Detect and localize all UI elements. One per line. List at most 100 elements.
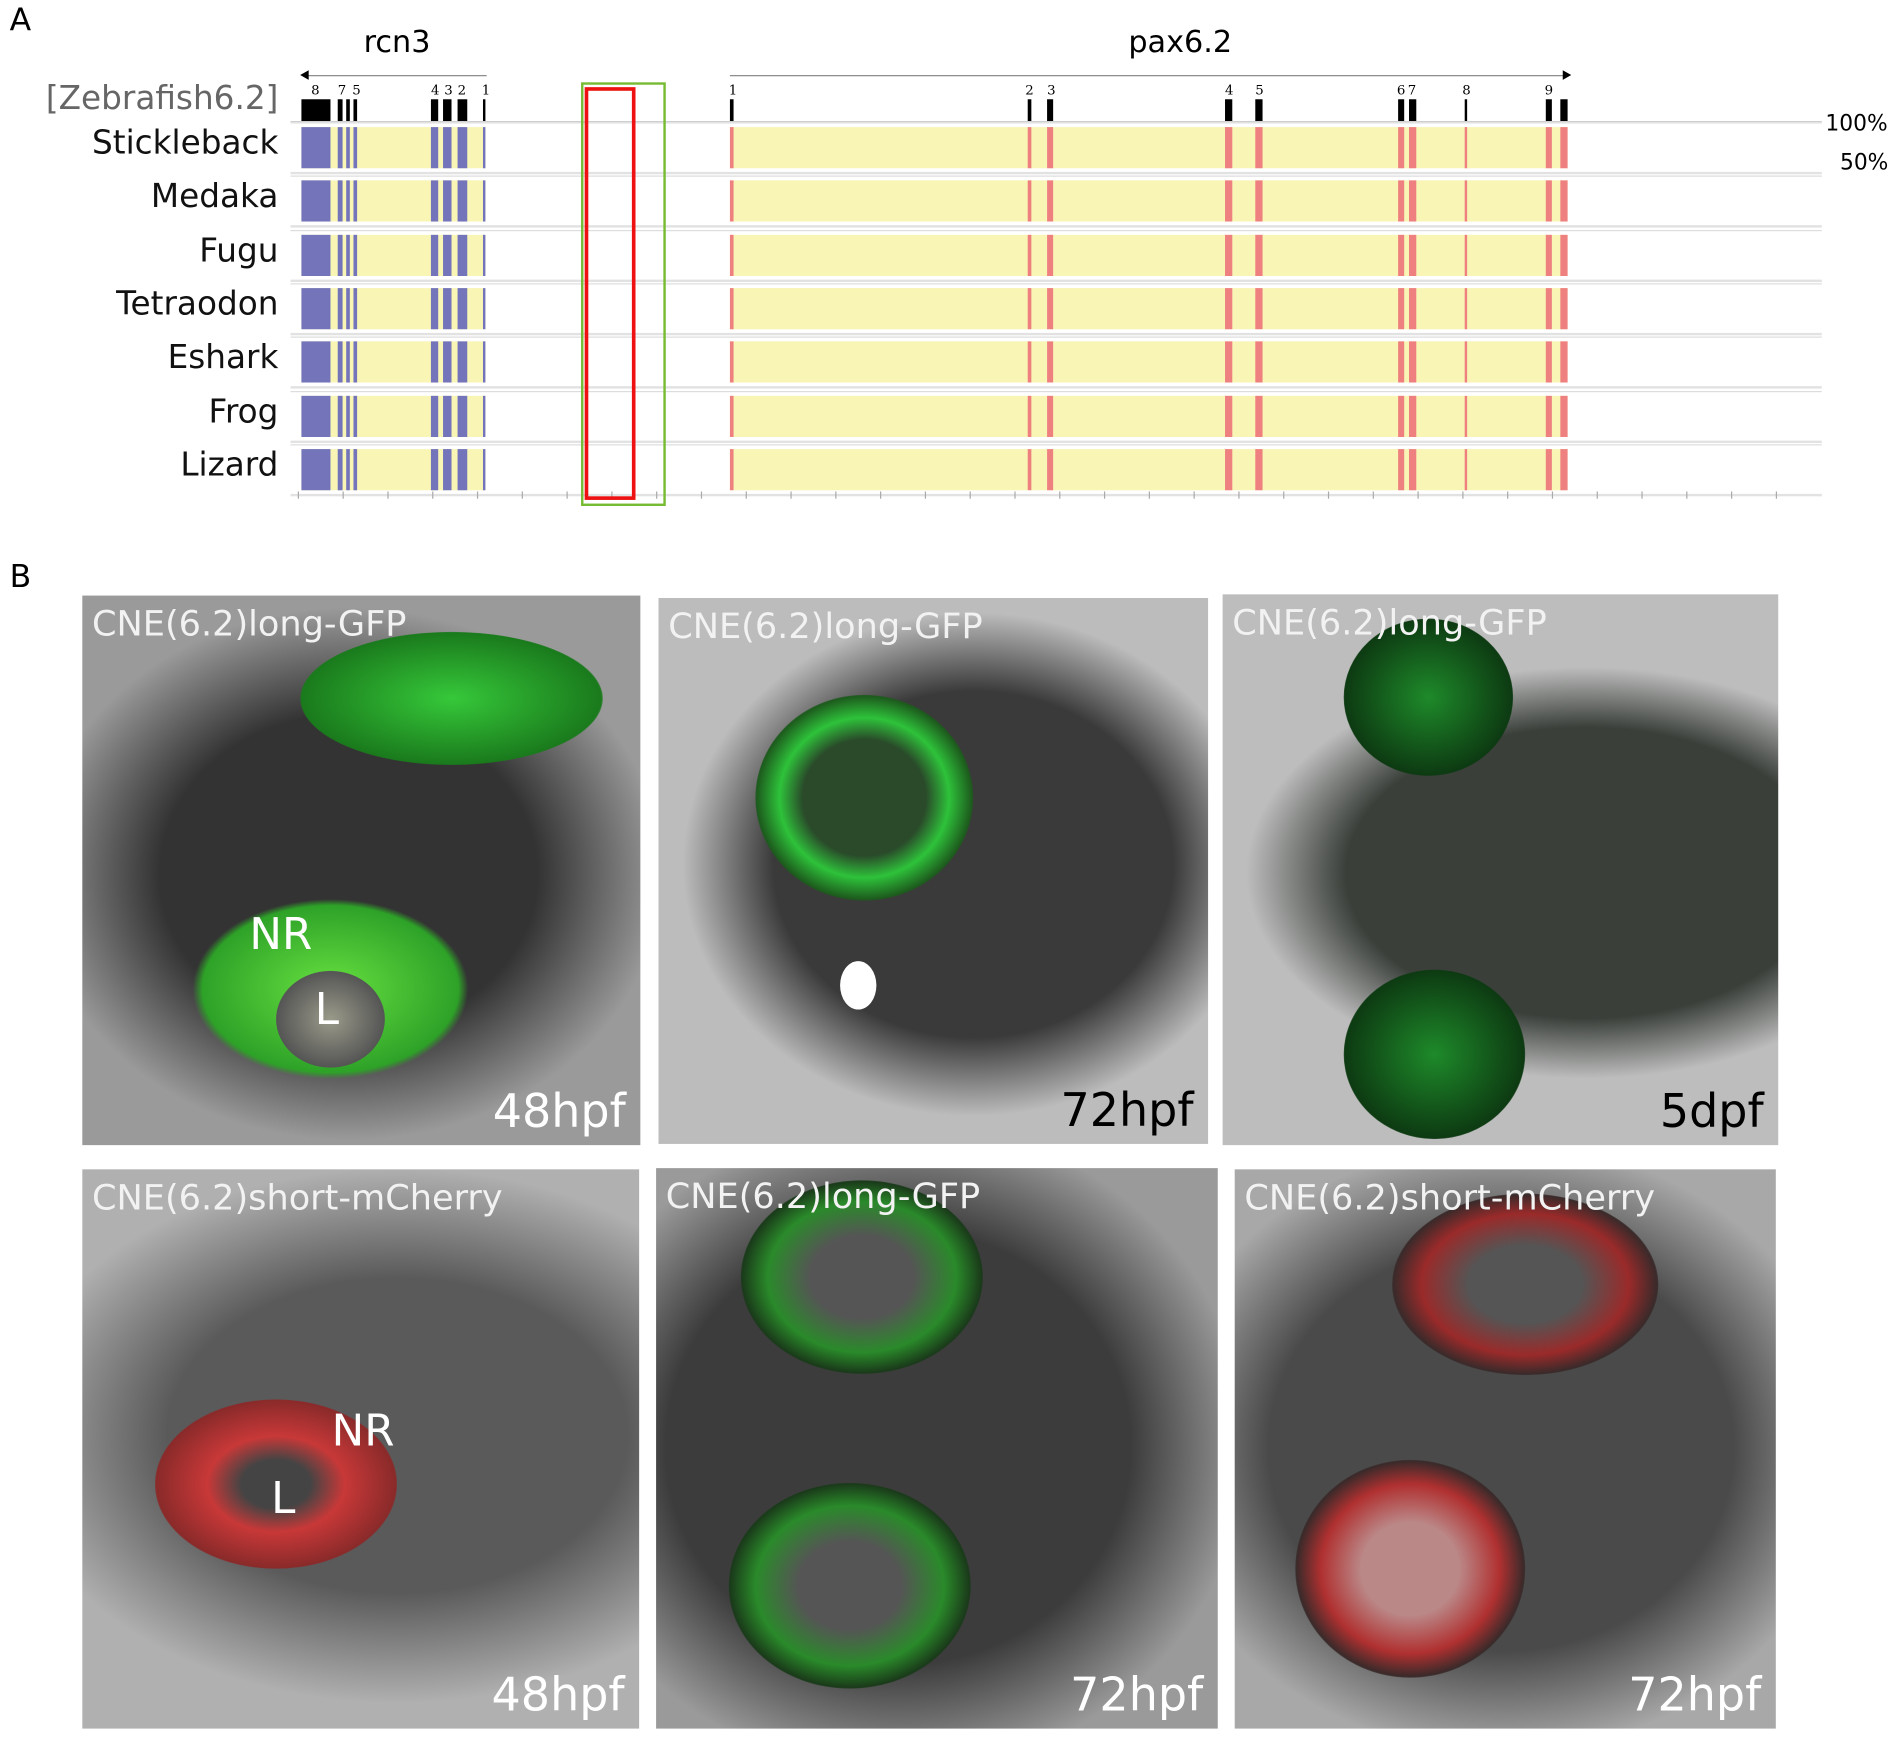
cne-bar [1225,127,1233,169]
utr-region [729,234,1568,276]
cne-bar [1560,127,1568,169]
coding-exon-bar [457,341,468,383]
axis-tick [1507,491,1509,499]
coding-exon-bar [482,287,486,330]
axis-tick [656,491,658,499]
exon-number: 5 [352,82,361,99]
utr-region [729,341,1568,383]
exon-number: 5 [1255,82,1264,99]
image-long-gfp-5dpf: CNE(6.2)long-GFP 5dpf [1222,594,1779,1146]
coding-exon-bar [430,341,439,383]
coding-exon-bar [443,287,452,330]
species-label: Tetraodon [116,285,279,324]
exon-block [430,99,439,122]
cne-bar [1225,287,1233,330]
utr-region [301,287,486,330]
cne-bar [1398,234,1405,276]
coding-exon-bar [430,234,439,276]
image-time: 72hpf [1060,1083,1194,1137]
coding-exon-bar [457,234,468,276]
cne-bar [1409,341,1417,383]
cne-bar [1398,448,1405,491]
axis-tick [745,491,747,499]
axis-tick [700,491,703,499]
exon-block [301,99,331,122]
cne-bar [1409,395,1417,437]
utr-region [301,448,486,491]
cne-bar [729,234,734,276]
cne-bar [1545,127,1552,169]
coding-exon-bar [430,448,439,491]
cne-bar [1047,287,1054,330]
cne-bar [1464,127,1468,169]
axis-tick [1014,491,1016,499]
coding-exon-bar [337,287,343,330]
utr-region [729,448,1568,491]
axis-tick [1775,491,1778,499]
cne-bar [729,395,734,437]
exon-block [482,99,486,122]
axis-tick [611,491,613,499]
coding-exon-bar [353,180,358,222]
coding-exon-bar [337,180,343,222]
cne-bar [1398,180,1405,222]
gene-label-rcn3: rcn3 [363,24,431,60]
axis-tick [1327,491,1330,499]
exon-block [1398,99,1405,122]
coding-exon-bar [482,180,486,222]
coding-exon-bar [430,287,439,330]
image-long-gfp-72hpf-ventral: CNE(6.2)long-GFP 72hpf [656,1168,1218,1729]
cne-bar [729,287,734,330]
cne-bar [1545,341,1552,383]
coding-exon-bar [443,180,452,222]
image-short-mcherry-48hpf: CNE(6.2)short-mCherry NR L 48hpf [82,1169,640,1729]
axis-tick [476,491,479,499]
coding-exon-bar [301,234,331,276]
axis-tick [1641,491,1643,499]
highlight-box-green [581,82,666,506]
cne-bar [1027,287,1032,330]
coding-exon-bar [457,127,468,169]
cne-bar [1409,234,1417,276]
coding-exon-bar [337,448,343,491]
scale-50-label: 50% [1839,150,1889,176]
species-label: Frog [208,392,279,431]
lens-marker: L [271,1474,296,1525]
cne-bar [729,448,734,491]
axis-tick [1686,491,1688,499]
axis-tick [1103,491,1106,499]
axis-tick [1417,491,1419,499]
axis-tick [297,491,299,499]
coding-exon-bar [301,448,331,491]
exon-block [1225,99,1233,122]
image-title: CNE(6.2)long-GFP [665,1175,981,1217]
axis-tick [1551,491,1554,499]
exon-block [1409,99,1417,122]
exon-block [353,99,358,122]
cne-bar [1047,395,1054,437]
axis-tick [342,491,344,499]
utr-region [301,234,486,276]
utr-region [301,341,486,383]
coding-exon-bar [346,341,350,383]
coding-exon-bar [346,127,350,169]
axis-tick [566,491,568,499]
coding-exon-bar [353,234,358,276]
cne-bar [1545,287,1552,330]
cne-bar [1464,287,1468,330]
coding-exon-bar [346,395,350,437]
cne-bar [729,341,734,383]
image-title: CNE(6.2)short-mCherry [1244,1176,1656,1218]
coding-exon-bar [430,395,439,437]
cne-bar [1047,448,1054,491]
conservation-track [290,122,1822,175]
coding-exon-bar [301,395,331,437]
coding-exon-bar [301,287,331,330]
axis-tick [1462,491,1464,499]
cne-bar [1225,341,1233,383]
cne-bar [1047,180,1054,222]
coding-exon-bar [337,234,343,276]
cne-bar [1545,180,1552,222]
coding-exon-bar [457,395,468,437]
cne-bar [1398,287,1405,330]
